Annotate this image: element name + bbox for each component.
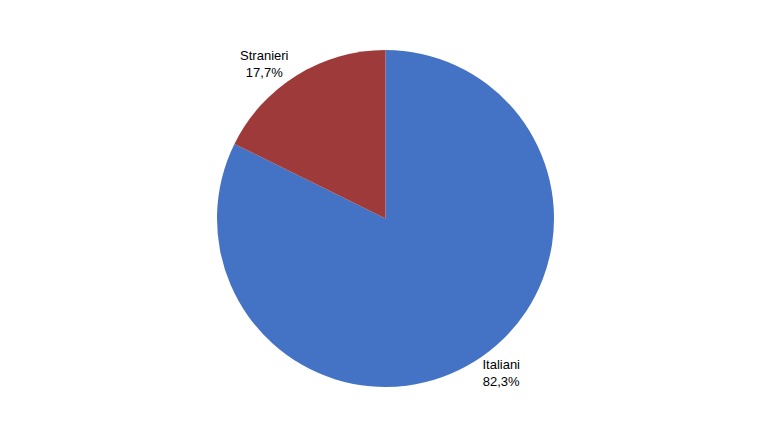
svg-text:Stranieri17,7%: Stranieri17,7% [240, 48, 289, 80]
svg-text:Italiani82,3%: Italiani82,3% [482, 357, 520, 389]
